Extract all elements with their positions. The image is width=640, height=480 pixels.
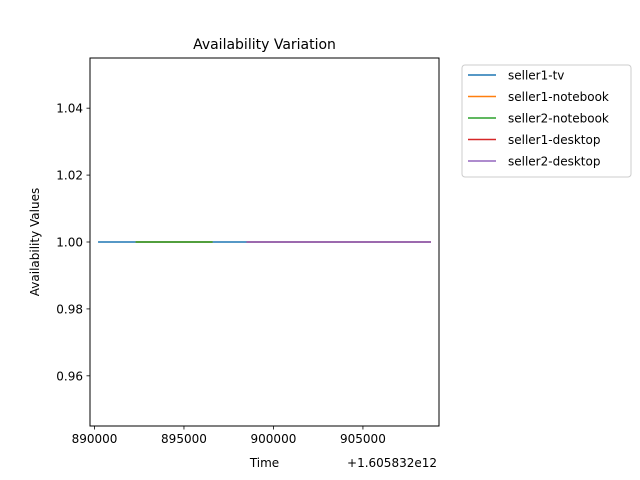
y-axis-label: Availability Values xyxy=(28,188,42,296)
y-ticks: 0.96 0.98 1.00 1.02 1.04 xyxy=(56,102,90,383)
y-tick-label: 0.96 xyxy=(56,369,83,383)
legend-entries: seller1-tv seller1-notebook seller2-notebo… xyxy=(468,69,609,169)
legend-label-4: seller1-desktop xyxy=(508,133,600,147)
x-tick-label: 900000 xyxy=(251,432,297,446)
legend-label-3: seller2-notebook xyxy=(508,112,609,126)
x-ticks: 890000 895000 900000 905000 xyxy=(72,426,386,446)
x-tick-label: 905000 xyxy=(340,432,386,446)
y-tick-label: 1.02 xyxy=(56,169,83,183)
y-tick-label: 0.98 xyxy=(56,302,83,316)
y-tick-label: 1.00 xyxy=(56,236,83,250)
x-tick-label: 890000 xyxy=(72,432,118,446)
legend-label-5: seller2-desktop xyxy=(508,155,600,169)
legend-box xyxy=(461,64,632,178)
y-tick-label: 1.04 xyxy=(56,102,83,116)
legend: seller1-tv seller1-notebook seller2-notebo… xyxy=(461,64,632,178)
x-tick-label: 895000 xyxy=(161,432,207,446)
x-axis-offset-label: +1.605832e12 xyxy=(347,456,437,470)
legend-label-2: seller1-notebook xyxy=(508,90,609,104)
x-axis-label: Time xyxy=(249,456,279,470)
legend-label-1: seller1-tv xyxy=(508,69,564,83)
chart-title: Availability Variation xyxy=(193,37,336,53)
